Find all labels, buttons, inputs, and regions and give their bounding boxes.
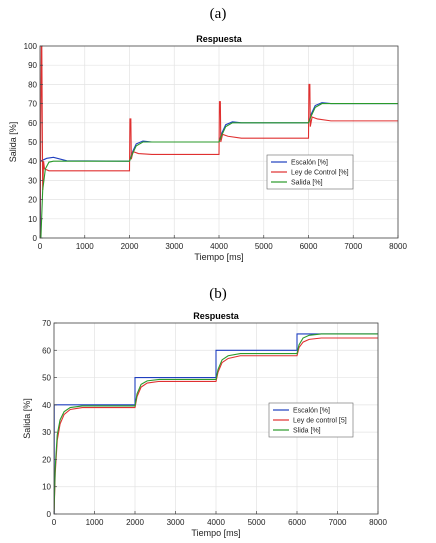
chart-b-y-tick-label-4: 40 xyxy=(42,401,51,410)
chart-a-x-tick-label-7: 7000 xyxy=(344,242,362,251)
chart-b-y-tick-label-3: 30 xyxy=(42,428,51,437)
chart-b-y-tick-label-5: 50 xyxy=(42,374,51,383)
chart-a-y-tick-label-10: 100 xyxy=(24,42,38,51)
chart-a-x-tick-label-5: 5000 xyxy=(255,242,273,251)
chart-b-y-tick-label-2: 20 xyxy=(42,455,51,464)
chart-a-legend-label-0: Escalón [%] xyxy=(291,160,328,167)
chart-a-y-axis-label: Salida [%] xyxy=(8,122,18,163)
chart-a-legend-label-1: Ley de Control [%] xyxy=(291,170,349,177)
chart-b-y-tick-label-1: 10 xyxy=(42,483,51,492)
chart-a-y-tick-label-3: 30 xyxy=(28,176,37,185)
chart-a-y-tick-label-1: 10 xyxy=(28,215,37,224)
chart-b-x-axis-label: Tiempo [ms] xyxy=(191,528,240,538)
chart-b-x-tick-label-3: 3000 xyxy=(167,518,185,527)
panel-label-b: (b) xyxy=(209,286,227,302)
chart-b-y-tick-label-0: 0 xyxy=(47,510,52,519)
chart-a-y-tick-label-6: 60 xyxy=(28,119,37,128)
chart-a-legend-label-2: Salida [%] xyxy=(291,180,323,187)
chart-b-y-axis-label: Salida [%] xyxy=(22,398,32,439)
chart-a-y-tick-label-0: 0 xyxy=(33,234,38,243)
chart-b-x-tick-label-1: 1000 xyxy=(86,518,104,527)
chart-b-legend-label-1: Ley de control [5] xyxy=(293,418,347,425)
chart-b-x-tick-label-8: 8000 xyxy=(369,518,387,527)
chart-b-y-tick-label-6: 60 xyxy=(42,346,51,355)
chart-b-series-line-1 xyxy=(54,337,378,514)
chart-b-series-line-2 xyxy=(54,333,378,514)
chart-a-y-tick-label-9: 90 xyxy=(28,61,37,70)
chart-b-x-tick-label-2: 2000 xyxy=(126,518,144,527)
chart-a-y-tick-label-5: 50 xyxy=(28,138,37,147)
chart-b-x-tick-label-7: 7000 xyxy=(329,518,347,527)
chart-a-x-tick-label-3: 3000 xyxy=(165,242,183,251)
chart-a-x-axis-label: Tiempo [ms] xyxy=(194,252,243,262)
chart-b-x-tick-label-5: 5000 xyxy=(248,518,266,527)
chart-a-y-tick-label-2: 20 xyxy=(28,196,37,205)
chart-b-title: Respuesta xyxy=(193,311,240,321)
chart-a-y-tick-label-4: 40 xyxy=(28,157,37,166)
chart-a-series-line-2 xyxy=(40,103,398,238)
chart-b-x-tick-label-0: 0 xyxy=(52,518,57,527)
chart-a-x-tick-label-0: 0 xyxy=(38,242,43,251)
chart-b-x-tick-label-4: 4000 xyxy=(207,518,225,527)
chart-a-title: Respuesta xyxy=(196,34,243,44)
chart-a-y-tick-label-8: 80 xyxy=(28,80,37,89)
chart-b-legend-label-2: Slida [%] xyxy=(293,428,321,435)
chart-a-x-tick-label-6: 6000 xyxy=(300,242,318,251)
chart-a-series-line-1 xyxy=(40,46,398,238)
chart-a-y-tick-label-7: 70 xyxy=(28,100,37,109)
chart-a-x-tick-label-1: 1000 xyxy=(76,242,94,251)
chart-b-x-tick-label-6: 6000 xyxy=(288,518,306,527)
chart-a-x-tick-label-8: 8000 xyxy=(389,242,407,251)
chart-b-legend-label-0: Escalón [%] xyxy=(293,408,330,415)
chart-b-y-tick-label-7: 70 xyxy=(42,319,51,328)
panel-label-a: (a) xyxy=(209,6,227,22)
chart-a-x-tick-label-4: 4000 xyxy=(210,242,228,251)
chart-a: 0 1000 2000 3000 4000 5000 6000 7000 8000 0 10 20 30… xyxy=(8,34,407,262)
chart-a-x-tick-label-2: 2000 xyxy=(121,242,139,251)
